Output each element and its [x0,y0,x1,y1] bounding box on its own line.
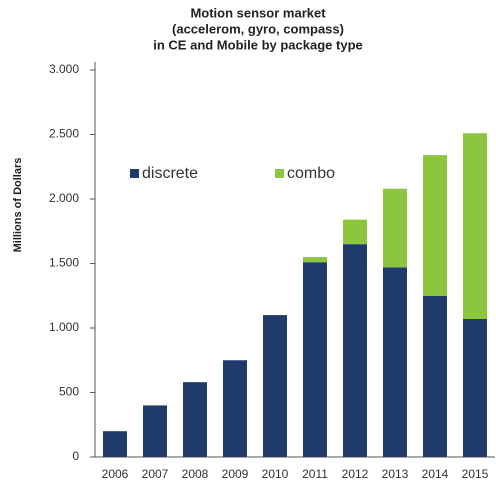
bar-segment [183,382,207,457]
y-tick-label: 0 [72,449,79,463]
chart-title: Motion sensor market [190,5,326,20]
legend-swatch [275,169,284,178]
bar-segment [383,267,407,457]
y-tick-label: 1.500 [49,256,79,270]
bar-segment [303,257,327,263]
x-tick-label: 2013 [382,467,409,481]
bar-segment [423,155,447,296]
bar-segment [463,318,487,457]
legend-swatch [130,169,139,178]
y-tick-label: 2.000 [49,191,79,205]
x-tick-label: 2015 [462,467,489,481]
x-tick-label: 2010 [262,467,289,481]
chart-title: (accelerom, gyro, compass) [172,21,344,36]
y-tick-label: 2.500 [49,127,79,141]
y-tick-label: 500 [59,385,79,399]
y-tick-label: 1.000 [49,320,79,334]
x-tick-label: 2006 [102,467,129,481]
legend-label: combo [287,165,335,182]
bar-segment [103,431,127,457]
legend-label: discrete [142,165,198,182]
x-tick-label: 2008 [182,467,209,481]
bar-segment [263,315,287,457]
y-axis-label: Millions of Dollars [12,158,24,253]
bar-segment [343,219,367,245]
x-tick-label: 2011 [302,467,328,481]
bar-segment [343,244,367,457]
x-tick-label: 2009 [222,467,249,481]
bar-segment [383,188,407,268]
x-tick-label: 2007 [142,467,169,481]
chart-title: in CE and Mobile by package type [153,37,363,52]
bar-segment [303,262,327,457]
y-tick-label: 3.000 [49,62,79,76]
x-tick-label: 2012 [342,467,369,481]
bar-segment [143,405,167,457]
bar-segment [423,295,447,457]
x-tick-label: 2014 [422,467,449,481]
bar-segment [223,360,247,457]
bar-segment [463,133,487,319]
